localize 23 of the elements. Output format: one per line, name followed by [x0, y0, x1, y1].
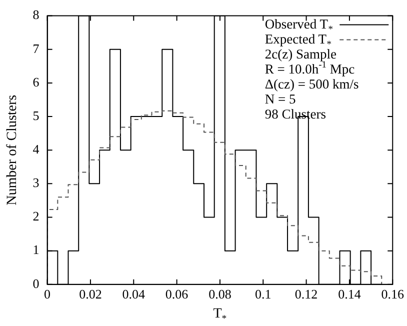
annotation: N = 5 [264, 91, 296, 106]
y-tick-label: 0 [32, 276, 40, 291]
y-axis-title: Number of Clusters [5, 94, 20, 206]
annotation: Δ(cz) = 500 km/s [264, 76, 359, 92]
x-tick-label: 0.02 [79, 286, 102, 302]
x-tick-label: 0.06 [165, 286, 189, 302]
y-tick-label: 4 [32, 142, 40, 157]
x-axis-title: T* [213, 306, 227, 324]
x-tick-label: 0.1 [255, 286, 272, 302]
x-tick-label: 0.16 [381, 286, 404, 302]
x-tick-label: 0.08 [208, 286, 232, 302]
x-tick-label: 0.14 [338, 286, 362, 302]
y-tick-label: 7 [32, 40, 40, 56]
y-tick-label: 8 [32, 7, 40, 22]
x-tick-label: 0.04 [122, 286, 146, 302]
annotation: 98 Clusters [264, 106, 326, 122]
x-tick-label: 0.12 [294, 286, 318, 302]
y-tick-label: 2 [32, 208, 40, 224]
y-tick-label: 1 [32, 242, 40, 258]
y-tick-label: 5 [32, 108, 40, 123]
y-tick-label: 3 [32, 175, 40, 190]
y-tick-label: 6 [32, 74, 40, 90]
x-tick-label: 0 [44, 286, 51, 302]
